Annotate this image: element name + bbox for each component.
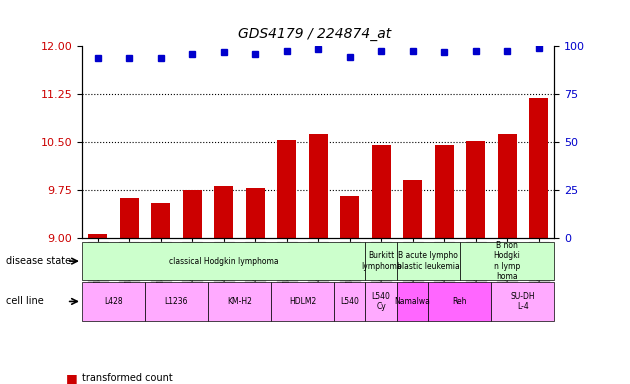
Text: GDS4179 / 224874_at: GDS4179 / 224874_at (238, 27, 392, 41)
Bar (498, 134, 517, 238)
Text: transformed count: transformed count (82, 373, 173, 383)
Bar (277, 140, 296, 238)
Text: L1236: L1236 (164, 297, 188, 306)
Text: Burkitt
lymphoma: Burkitt lymphoma (361, 252, 401, 271)
Bar (246, 188, 265, 238)
Text: KM-H2: KM-H2 (227, 297, 252, 306)
Bar (88, 233, 107, 238)
Text: disease state: disease state (6, 256, 71, 266)
Bar (214, 185, 233, 238)
Bar (183, 190, 202, 238)
Text: B non
Hodgki
n lymp
homa: B non Hodgki n lymp homa (494, 241, 520, 281)
Text: L540: L540 (340, 297, 359, 306)
Text: L428: L428 (104, 297, 123, 306)
Text: ■: ■ (66, 372, 78, 384)
Text: Reh: Reh (452, 297, 467, 306)
Bar (309, 134, 328, 238)
Bar (120, 199, 139, 238)
Text: L540
Cy: L540 Cy (372, 292, 391, 311)
Bar (435, 145, 454, 238)
Text: Namalwa: Namalwa (395, 297, 430, 306)
Text: B acute lympho
blastic leukemia: B acute lympho blastic leukemia (397, 252, 460, 271)
Bar (151, 203, 170, 238)
Bar (340, 197, 359, 238)
Text: HDLM2: HDLM2 (289, 297, 316, 306)
Bar (372, 145, 391, 238)
Bar (466, 141, 485, 238)
Bar (529, 98, 548, 238)
Text: SU-DH
L-4: SU-DH L-4 (510, 292, 536, 311)
Text: cell line: cell line (6, 296, 44, 306)
Text: classical Hodgkin lymphoma: classical Hodgkin lymphoma (169, 257, 278, 266)
Bar (403, 180, 422, 238)
